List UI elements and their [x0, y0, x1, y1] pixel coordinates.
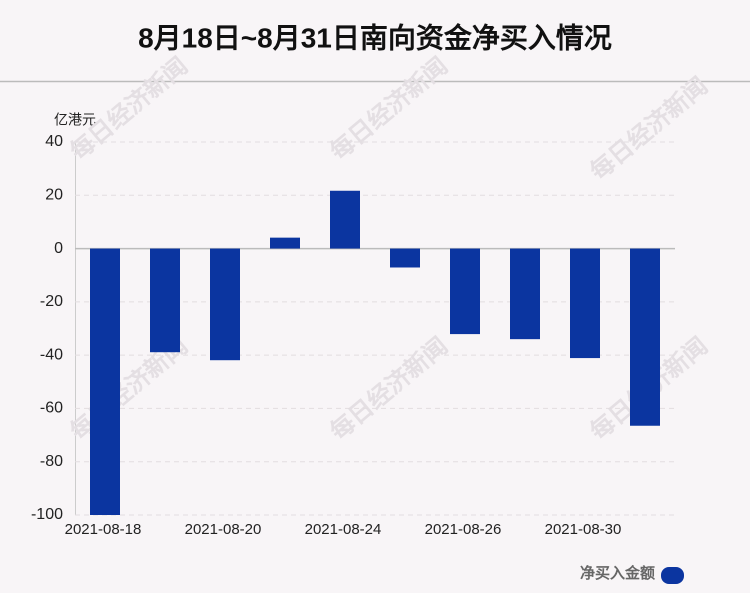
x-tick-label: 2021-08-26 [425, 521, 502, 538]
y-tick-label: -100 [31, 506, 63, 523]
bar [630, 248, 660, 426]
y-tick-label: 0 [54, 240, 63, 257]
y-tick-label: -40 [40, 346, 63, 363]
x-tick-label: 2021-08-18 [65, 521, 142, 538]
x-tick-label: 2021-08-20 [185, 521, 262, 538]
y-tick-label: 40 [45, 133, 63, 150]
y-tick-label: -60 [40, 400, 63, 417]
x-tick-label: 2021-08-30 [545, 521, 622, 538]
bar [450, 248, 480, 335]
bar [510, 248, 540, 340]
y-tick-label: -20 [40, 293, 63, 310]
bar [390, 248, 420, 268]
y-axis-unit: 亿港元 [54, 112, 96, 128]
y-tick-label: 20 [45, 187, 63, 204]
chart-title: 8月18日~8月31日南向资金净买入情况 [138, 21, 612, 53]
bar [90, 248, 120, 516]
bar [270, 237, 300, 249]
x-tick-label: 2021-08-24 [305, 521, 382, 538]
legend-swatch [661, 567, 684, 584]
bar [570, 248, 600, 359]
legend-label: 净买入金额 [580, 564, 655, 582]
y-tick-label: -80 [40, 453, 63, 470]
bar [330, 190, 360, 249]
bar [210, 248, 240, 361]
bar [150, 248, 180, 353]
